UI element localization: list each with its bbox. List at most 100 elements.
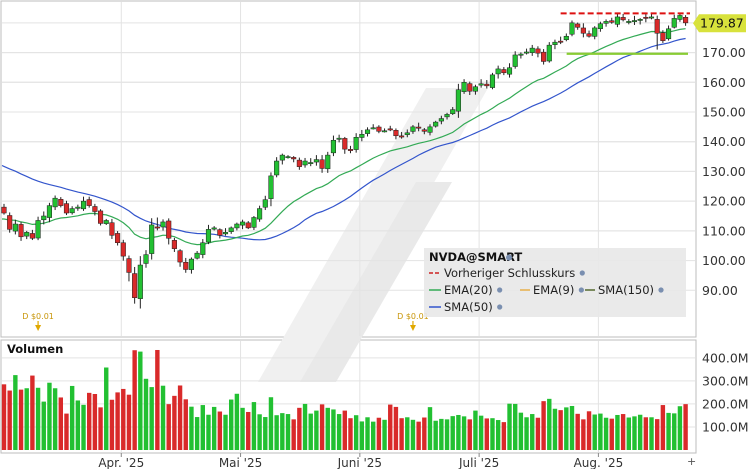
- volume-bar: [416, 421, 421, 450]
- candlestick-series: [1, 12, 689, 309]
- add-marker-icon[interactable]: +: [687, 455, 696, 468]
- candle-body: [558, 40, 564, 43]
- volume-bar: [637, 414, 643, 450]
- volume-bar: [92, 394, 98, 450]
- volume-bar: [314, 410, 319, 450]
- candle-body: [586, 33, 592, 37]
- volume-bar: [81, 404, 86, 450]
- volume-bar: [581, 419, 586, 450]
- volume-bar: [399, 418, 404, 450]
- volume-title: Volumen: [7, 342, 63, 356]
- volume-bar: [586, 411, 592, 450]
- volume-bar: [655, 419, 660, 450]
- volume-bar: [115, 392, 120, 450]
- volume-bar: [603, 417, 609, 450]
- candle-body: [166, 220, 172, 239]
- candle-body: [63, 203, 70, 214]
- volume-bar: [473, 410, 478, 450]
- volume-bar: [263, 417, 268, 450]
- candle-body: [376, 126, 382, 132]
- price-tick-label: 170.00: [702, 45, 746, 60]
- candle-body: [575, 23, 581, 28]
- volume-bar: [291, 419, 296, 450]
- candle-body: [529, 47, 535, 53]
- volume-bar: [240, 407, 245, 450]
- candle-body: [222, 232, 229, 235]
- dividend-label: D $0.01: [22, 312, 54, 321]
- volume-bar: [507, 403, 512, 450]
- candle-body: [115, 233, 121, 243]
- candle-body: [433, 121, 439, 127]
- candle-body: [35, 220, 41, 239]
- volume-bar: [439, 418, 444, 450]
- candle-body: [29, 233, 35, 239]
- candle-body: [404, 132, 410, 135]
- volume-bar: [194, 417, 200, 450]
- candle-body: [495, 68, 501, 75]
- candle-body: [1, 206, 7, 214]
- candle-body: [393, 130, 399, 137]
- candle-body: [370, 127, 376, 130]
- volume-tick-label: 200.0M: [702, 396, 749, 411]
- volume-bar: [626, 417, 631, 450]
- legend-settings-icon: [497, 304, 503, 310]
- candle-body: [506, 67, 513, 75]
- volume-bar: [143, 378, 149, 450]
- volume-bar: [388, 404, 393, 450]
- volume-bar: [160, 385, 166, 450]
- volume-bar: [353, 415, 359, 450]
- candle-body: [194, 252, 200, 259]
- candle-body: [580, 27, 586, 34]
- volume-bar: [450, 416, 455, 450]
- volume-bar: [211, 406, 217, 450]
- candle-body: [154, 226, 160, 229]
- volume-bar: [513, 403, 518, 450]
- candle-body: [416, 126, 422, 129]
- candle-body: [484, 83, 490, 87]
- candle-body: [86, 199, 92, 206]
- volume-bar: [155, 349, 160, 450]
- candle-body: [467, 83, 473, 92]
- volume-bar: [52, 388, 58, 450]
- price-tick-label: 150.00: [702, 105, 746, 120]
- candle-body: [211, 227, 217, 230]
- candle-body: [7, 215, 13, 230]
- volume-bar: [552, 408, 558, 450]
- candle-body: [364, 129, 371, 134]
- legend-settings-icon: [578, 287, 584, 293]
- candle-body: [92, 206, 98, 212]
- volume-tick-label: 400.0M: [702, 350, 749, 365]
- volume-bar: [41, 401, 46, 450]
- date-tick-label: Mai '25: [219, 456, 262, 469]
- volume-bar: [495, 420, 501, 450]
- candle-body: [245, 222, 251, 229]
- volume-bar: [575, 413, 580, 450]
- volume-bar: [666, 412, 671, 450]
- volume-bar: [87, 392, 92, 450]
- candle-body: [472, 86, 478, 92]
- candle-body: [637, 19, 643, 21]
- volume-series: [1, 349, 688, 450]
- volume-bar: [336, 414, 342, 450]
- candle-body: [347, 149, 354, 151]
- sma50-line: [1, 37, 686, 241]
- candle-body: [524, 51, 530, 54]
- volume-bar: [592, 414, 597, 450]
- volume-bar: [649, 417, 654, 450]
- candle-body: [160, 221, 166, 228]
- candle-body: [603, 21, 609, 24]
- candle-body: [109, 222, 115, 236]
- volume-bar: [524, 417, 529, 450]
- date-tick-label: Aug. '25: [574, 456, 624, 469]
- candle-body: [450, 109, 456, 114]
- volume-bar: [98, 407, 103, 450]
- candle-body: [518, 53, 524, 56]
- volume-bar: [331, 409, 336, 450]
- volume-bar: [1, 384, 7, 450]
- candle-body: [330, 139, 336, 154]
- legend-settings-icon: [658, 287, 664, 293]
- legend-label: Vorheriger Schlusskurs: [444, 266, 575, 280]
- candle-body: [98, 210, 104, 224]
- candle-body: [660, 32, 666, 41]
